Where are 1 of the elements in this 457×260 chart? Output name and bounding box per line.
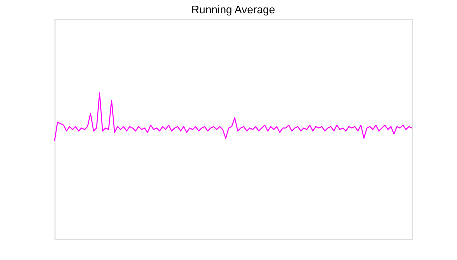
chart-title: Running Average: [192, 4, 276, 17]
